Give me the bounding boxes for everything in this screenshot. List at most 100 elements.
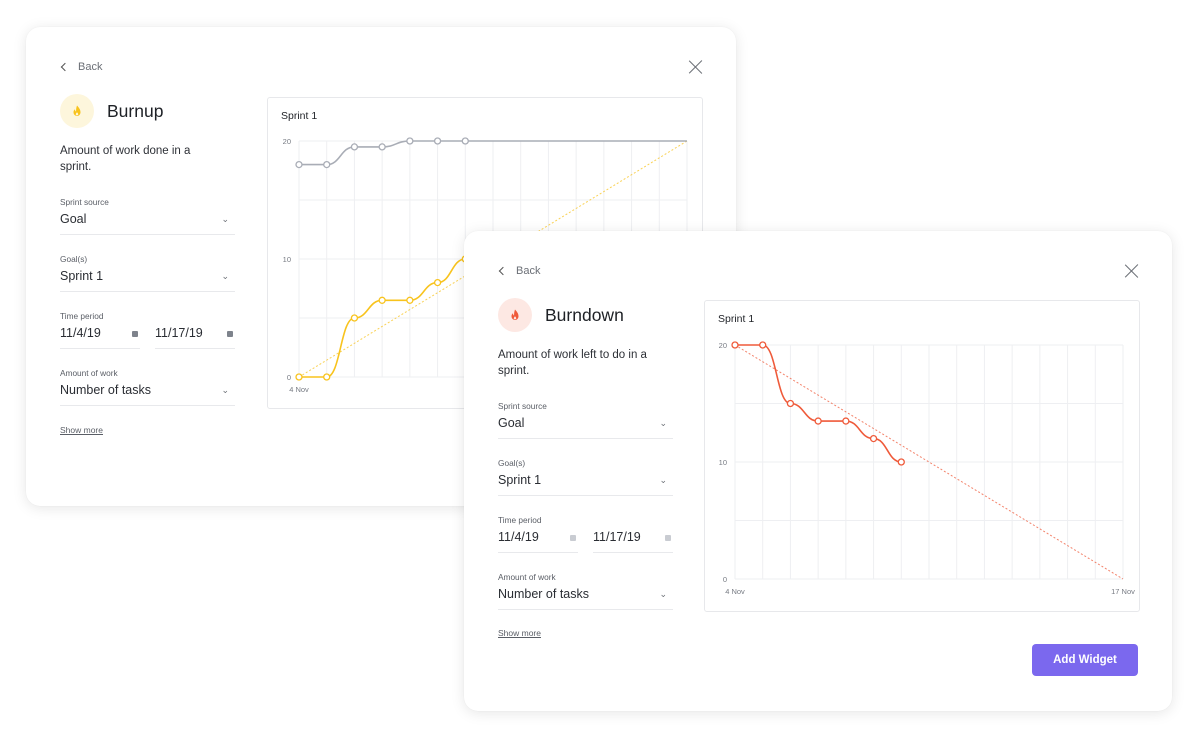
- chevron-down-icon: ⌄: [221, 214, 229, 224]
- field-label: Sprint source: [60, 197, 109, 207]
- sprint-source-field[interactable]: Sprint source Goal ⌄: [498, 401, 673, 439]
- goals-select[interactable]: Sprint 1 ⌄: [498, 473, 673, 496]
- close-icon[interactable]: [689, 60, 703, 74]
- amount-of-work-field[interactable]: Amount of work Number of tasks ⌄: [60, 368, 235, 406]
- time-period-field: Time period 11/4/19 11/17/19: [60, 311, 235, 349]
- chart-title: Sprint 1: [281, 110, 318, 122]
- field-label: Goal(s): [498, 458, 526, 468]
- widget-header: Burndown: [498, 298, 624, 332]
- sprint-source-select[interactable]: Goal ⌄: [498, 416, 673, 439]
- y-tick-label: 10: [283, 255, 291, 264]
- start-date-input[interactable]: 11/4/19: [498, 530, 578, 553]
- select-value: Sprint 1: [60, 269, 104, 283]
- select-value: Number of tasks: [498, 587, 590, 601]
- y-tick-label: 0: [723, 575, 727, 584]
- widget-title: Burnup: [107, 100, 164, 121]
- burndown-icon-badge: [498, 298, 532, 332]
- burnup-icon-badge: [60, 94, 94, 128]
- amount-of-work-select[interactable]: Number of tasks ⌄: [498, 587, 673, 610]
- goals-field[interactable]: Goal(s) Sprint 1 ⌄: [60, 254, 235, 292]
- show-more-link[interactable]: Show more: [498, 628, 541, 638]
- chevron-down-icon: ⌄: [659, 418, 667, 428]
- data-point: [814, 417, 822, 425]
- chevron-down-icon: ⌄: [659, 589, 667, 599]
- start-date-input[interactable]: 11/4/19: [60, 326, 140, 349]
- select-value: Sprint 1: [498, 473, 542, 487]
- data-point: [433, 278, 442, 287]
- x-tick-label: 4 Nov: [725, 587, 745, 596]
- end-date-input[interactable]: 11/17/19: [155, 326, 235, 349]
- data-point: [759, 341, 767, 349]
- data-point: [350, 314, 359, 322]
- back-label: Back: [78, 61, 103, 73]
- calendar-icon[interactable]: [227, 331, 233, 337]
- field-label: Amount of work: [498, 572, 556, 582]
- data-point: [350, 143, 359, 151]
- field-label: Sprint source: [498, 401, 547, 411]
- goals-field[interactable]: Goal(s) Sprint 1 ⌄: [498, 458, 673, 496]
- amount-of-work-select[interactable]: Number of tasks ⌄: [60, 383, 235, 406]
- y-tick-label: 10: [719, 458, 727, 467]
- burndown-chart: Sprint 1 0 10 20 4 Nov 17 Nov: [704, 300, 1140, 612]
- time-period-field: Time period 11/4/19 11/17/19: [498, 515, 673, 553]
- y-tick-label: 20: [283, 137, 291, 146]
- chevron-down-icon: ⌄: [659, 475, 667, 485]
- field-label: Time period: [498, 515, 542, 525]
- amount-of-work-field[interactable]: Amount of work Number of tasks ⌄: [498, 572, 673, 610]
- select-value: Number of tasks: [60, 383, 152, 397]
- x-tick-label: 17 Nov: [1111, 587, 1135, 596]
- data-point: [786, 399, 795, 408]
- calendar-icon[interactable]: [665, 535, 671, 541]
- chevron-left-icon: [498, 266, 508, 276]
- chevron-down-icon: ⌄: [221, 385, 229, 395]
- start-date-value: 11/4/19: [498, 530, 539, 544]
- chart-title: Sprint 1: [718, 313, 755, 325]
- data-point: [842, 417, 850, 425]
- data-point: [406, 137, 414, 145]
- field-label: Time period: [60, 311, 104, 321]
- x-tick-label: 4 Nov: [289, 385, 309, 394]
- goals-select[interactable]: Sprint 1 ⌄: [60, 269, 235, 292]
- add-widget-button[interactable]: Add Widget: [1032, 644, 1138, 676]
- field-label: Goal(s): [60, 254, 88, 264]
- data-point: [869, 434, 878, 443]
- widget-header: Burnup: [60, 94, 163, 128]
- fire-icon: [73, 105, 81, 116]
- burndown-widget-card: Back Burndown Amount of work left to do …: [464, 231, 1172, 711]
- data-point: [731, 341, 739, 349]
- calendar-icon[interactable]: [132, 331, 138, 337]
- data-point: [378, 143, 386, 151]
- data-point: [323, 373, 331, 381]
- start-date-value: 11/4/19: [60, 326, 101, 340]
- data-point: [433, 137, 442, 145]
- back-label: Back: [516, 265, 541, 277]
- y-tick-label: 20: [719, 341, 727, 350]
- select-value: Goal: [498, 416, 525, 430]
- data-point: [295, 373, 303, 381]
- sprint-source-select[interactable]: Goal ⌄: [60, 212, 235, 235]
- show-more-link[interactable]: Show more: [60, 425, 103, 435]
- select-value: Goal: [60, 212, 87, 226]
- back-button[interactable]: Back: [498, 265, 541, 277]
- close-icon[interactable]: [1125, 264, 1139, 278]
- ideal-line: [734, 344, 1124, 580]
- data-point: [897, 458, 905, 466]
- data-point: [295, 160, 303, 169]
- sprint-source-field[interactable]: Sprint source Goal ⌄: [60, 197, 235, 235]
- widget-description: Amount of work left to do in a sprint.: [498, 349, 647, 377]
- end-date-input[interactable]: 11/17/19: [593, 530, 673, 553]
- end-date-value: 11/17/19: [593, 530, 641, 544]
- end-date-value: 11/17/19: [155, 326, 203, 340]
- y-tick-label: 0: [287, 373, 291, 382]
- data-point: [461, 137, 469, 145]
- chevron-down-icon: ⌄: [221, 271, 229, 281]
- calendar-icon[interactable]: [570, 535, 576, 541]
- widget-description: Amount of work done in a sprint.: [60, 145, 191, 173]
- burndown-chart-svg: 0 10 20 4 Nov 17 Nov: [719, 341, 1135, 596]
- widget-title: Burndown: [545, 304, 624, 325]
- fire-icon: [511, 309, 519, 320]
- back-button[interactable]: Back: [60, 61, 103, 73]
- data-point: [406, 296, 414, 304]
- field-label: Amount of work: [60, 368, 118, 378]
- chevron-left-icon: [60, 62, 70, 72]
